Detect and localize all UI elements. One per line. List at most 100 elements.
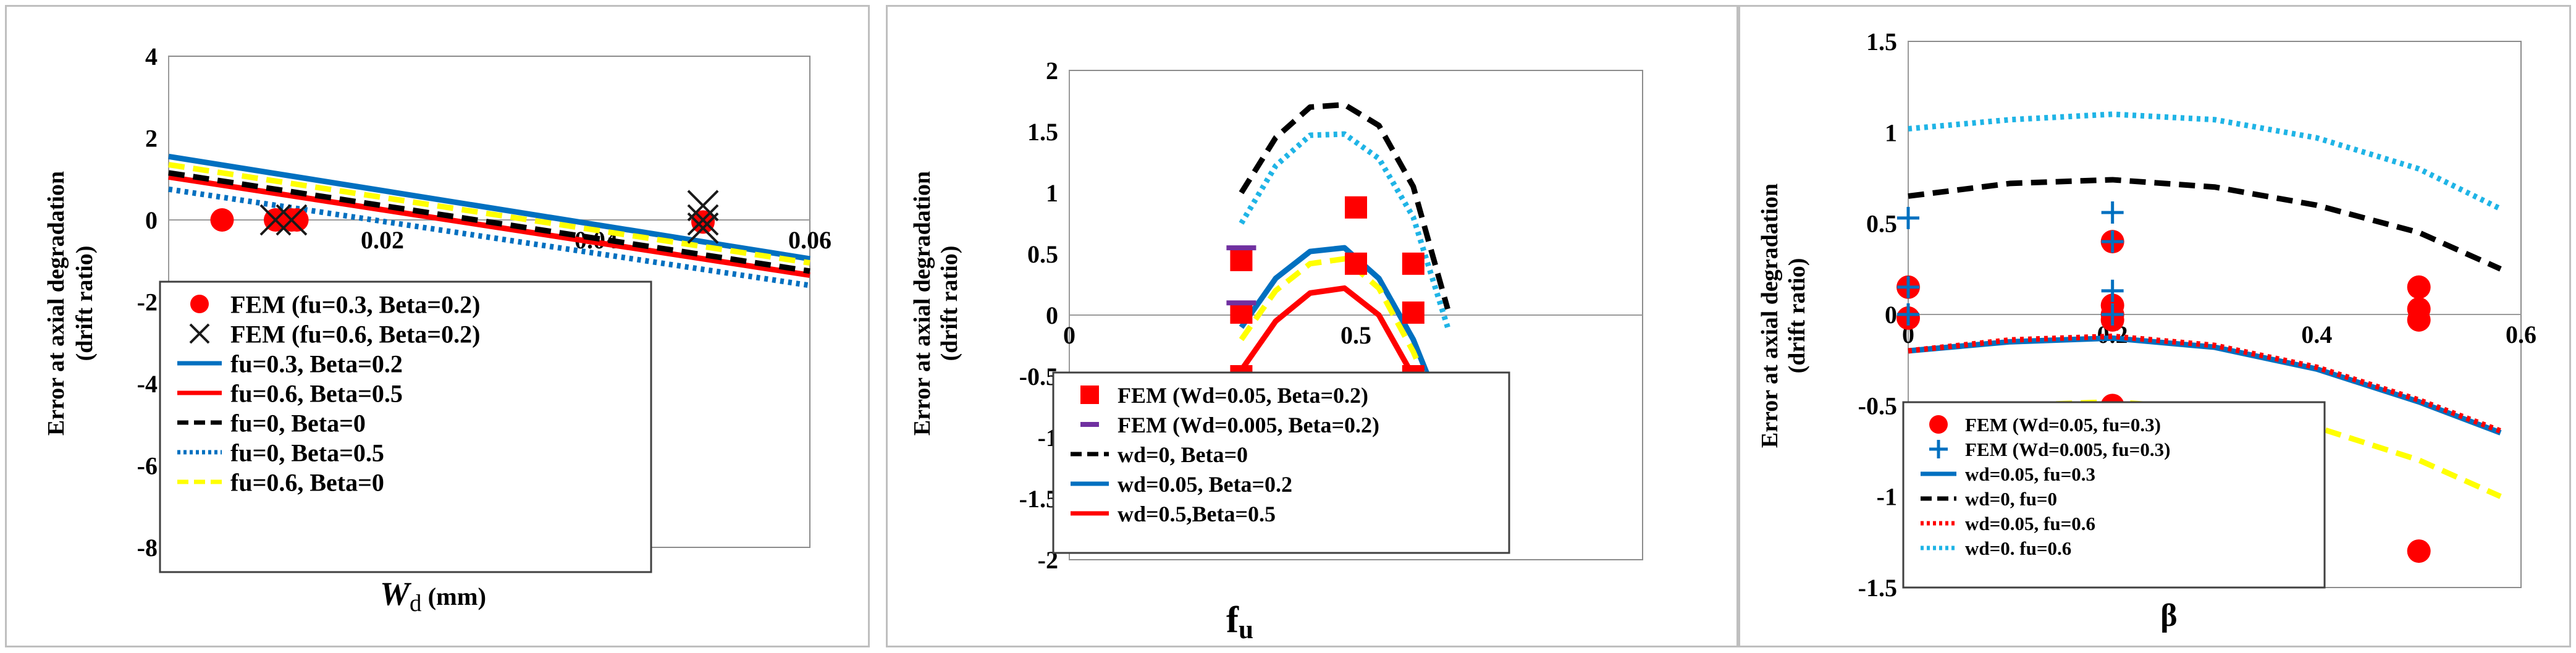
series-line-3 <box>168 174 810 278</box>
legend-label-1: FEM (fu=0.6, Beta=0.2) <box>230 320 480 348</box>
data-point-1-3 <box>2101 201 2124 224</box>
x-axis-label: Wd (mm) <box>380 575 486 617</box>
y-axis-label-line-0: Error at axial degradation <box>1757 183 1783 448</box>
series-points-1 <box>1226 245 1256 306</box>
legend-label-0: FEM (Wd=0.05, Beta=0.2) <box>1118 383 1368 408</box>
y-tick-label-4: -4 <box>137 370 158 398</box>
y-tick-label-5: -1 <box>1877 483 1897 511</box>
data-point-1-2 <box>1897 303 1919 326</box>
series-line-5 <box>168 186 810 289</box>
y-tick-label-5: -0.5 <box>1019 363 1058 390</box>
y-tick-label-0: 1.5 <box>1866 28 1897 56</box>
series-line-3 <box>1239 131 1450 329</box>
data-point-0-9 <box>2407 308 2431 332</box>
y-tick-label-1: 1 <box>1885 119 1897 146</box>
y-tick-label-2: 0 <box>145 206 158 234</box>
legend-label-3: wd=0, fu=0 <box>1965 488 2057 510</box>
data-point-1-4 <box>2101 230 2124 253</box>
legend-label-2: fu=0.3, Beta=0.2 <box>230 350 403 377</box>
legend-label-0: FEM (fu=0.3, Beta=0.2) <box>230 290 480 318</box>
legend-label-6: fu=0.6, Beta=0 <box>230 468 384 496</box>
legend-box <box>1052 371 1510 554</box>
y-axis-label-line-1: (drift ratio) <box>72 246 98 361</box>
data-point-1-3 <box>687 204 719 236</box>
x-tick-label-3: 0.6 <box>2506 321 2536 348</box>
data-point-1-1 <box>276 204 308 236</box>
legend-label-5: fu=0, Beta=0.5 <box>230 439 384 466</box>
series-points-1 <box>259 190 719 244</box>
series-line-4 <box>168 170 810 274</box>
data-point-0-6 <box>1402 301 1425 324</box>
data-point-0-0 <box>210 208 234 232</box>
y-axis-label-line-1: (drift ratio) <box>937 246 962 361</box>
legend-box <box>1902 401 2326 589</box>
y-tick-label-6: -8 <box>137 534 158 562</box>
data-point-1-6 <box>2101 303 2124 326</box>
data-point-0-3 <box>285 208 309 232</box>
data-point-1-1 <box>1897 276 1919 298</box>
data-point-1-4 <box>687 212 719 244</box>
legend-swatch-0 <box>1080 385 1099 404</box>
legend-label-2: wd=0.05, fu=0.3 <box>1965 463 2095 485</box>
legend-swatch-1 <box>189 323 210 344</box>
y-tick-label-0: 4 <box>145 43 158 70</box>
legend-swatch-0 <box>190 295 209 313</box>
series-line-2 <box>1239 101 1450 310</box>
x-tick-label-0: 0.02 <box>361 226 404 254</box>
legend-swatch-0 <box>1929 415 1948 434</box>
y-tick-label-0: 2 <box>1046 57 1058 85</box>
x-tick-label-0: 0 <box>1063 321 1075 349</box>
y-tick-label-6: -1.5 <box>1858 574 1897 602</box>
x-axis-label: β <box>2160 598 2177 633</box>
data-point-1-0 <box>1897 206 1919 229</box>
y-tick-label-3: 0.5 <box>1027 240 1058 268</box>
data-point-0-3 <box>1345 196 1367 219</box>
chart-panel-0: 4 2 0 -2 -4 -6 -8 0.02 0.04 0.06 Error at axial de… <box>5 5 870 647</box>
legend-label-1: FEM (Wd=0.005, Beta=0.2) <box>1118 413 1379 437</box>
legend-label-0: FEM (Wd=0.05, fu=0.3) <box>1965 414 2161 436</box>
series-line-6 <box>168 162 810 266</box>
chart-panel-1: 2 1.5 1 0.5 0 -0.5 -1 -1.5 -2 0 0.5 Error at axial … <box>886 5 1738 647</box>
x-tick-label-1: 0.5 <box>1341 321 1371 349</box>
y-tick-label-1: 1.5 <box>1027 118 1058 146</box>
series-line-4 <box>1908 333 2502 434</box>
legend-label-4: wd=0.05, Beta=0.2 <box>1118 472 1292 497</box>
x-tick-label-2: 0.06 <box>788 226 831 254</box>
series-line-5 <box>1908 111 2502 212</box>
data-point-0-0 <box>1230 248 1253 271</box>
data-point-0-4 <box>1345 252 1367 275</box>
y-axis-label-line-0: Error at axial degradation <box>909 171 935 436</box>
y-tick-label-1: 2 <box>145 125 158 153</box>
y-axis-label-line-1: (drift ratio) <box>1784 258 1810 374</box>
y-tick-label-7: -1.5 <box>1019 485 1058 513</box>
legend-label-5: wd=0. fu=0.6 <box>1965 537 2071 559</box>
series-line-3 <box>1908 177 2502 272</box>
data-point-0-7 <box>2407 275 2431 299</box>
data-point-1-5 <box>2101 279 2124 302</box>
legend-box <box>159 280 652 573</box>
legend-label-6: wd=0.5,Beta=0.5 <box>1118 502 1276 526</box>
data-point-0-5 <box>1402 252 1425 275</box>
legend-swatch-1 <box>1929 440 1948 458</box>
data-point-1-2 <box>687 190 719 222</box>
data-point-0-10 <box>2407 539 2431 563</box>
y-tick-label-4: 0 <box>1046 301 1058 329</box>
legend-label-3: fu=0.6, Beta=0.5 <box>230 379 403 407</box>
legend-label-4: wd=0.05, fu=0.6 <box>1965 513 2095 534</box>
y-tick-label-5: -6 <box>137 452 158 480</box>
chart-panel-2: 1.5 1 0.5 0 -0.5 -1 -1.5 0 0.2 0.4 0.6 Error at axi… <box>1738 5 2571 647</box>
legend-label-2: wd=0, Beta=0 <box>1118 442 1248 467</box>
y-tick-label-4: -0.5 <box>1858 392 1897 419</box>
y-tick-label-2: 0.5 <box>1866 210 1897 238</box>
series-points-1 <box>1897 201 2124 326</box>
x-axis-label: fu <box>1226 599 1253 644</box>
y-tick-label-3: -2 <box>137 289 158 316</box>
legend-label-1: FEM (Wd=0.005, fu=0.3) <box>1965 439 2170 460</box>
data-point-1-0 <box>259 204 292 236</box>
legend-label-4: fu=0, Beta=0 <box>230 409 366 437</box>
x-tick-label-2: 0.4 <box>2301 321 2332 348</box>
series-line-2 <box>168 153 810 262</box>
